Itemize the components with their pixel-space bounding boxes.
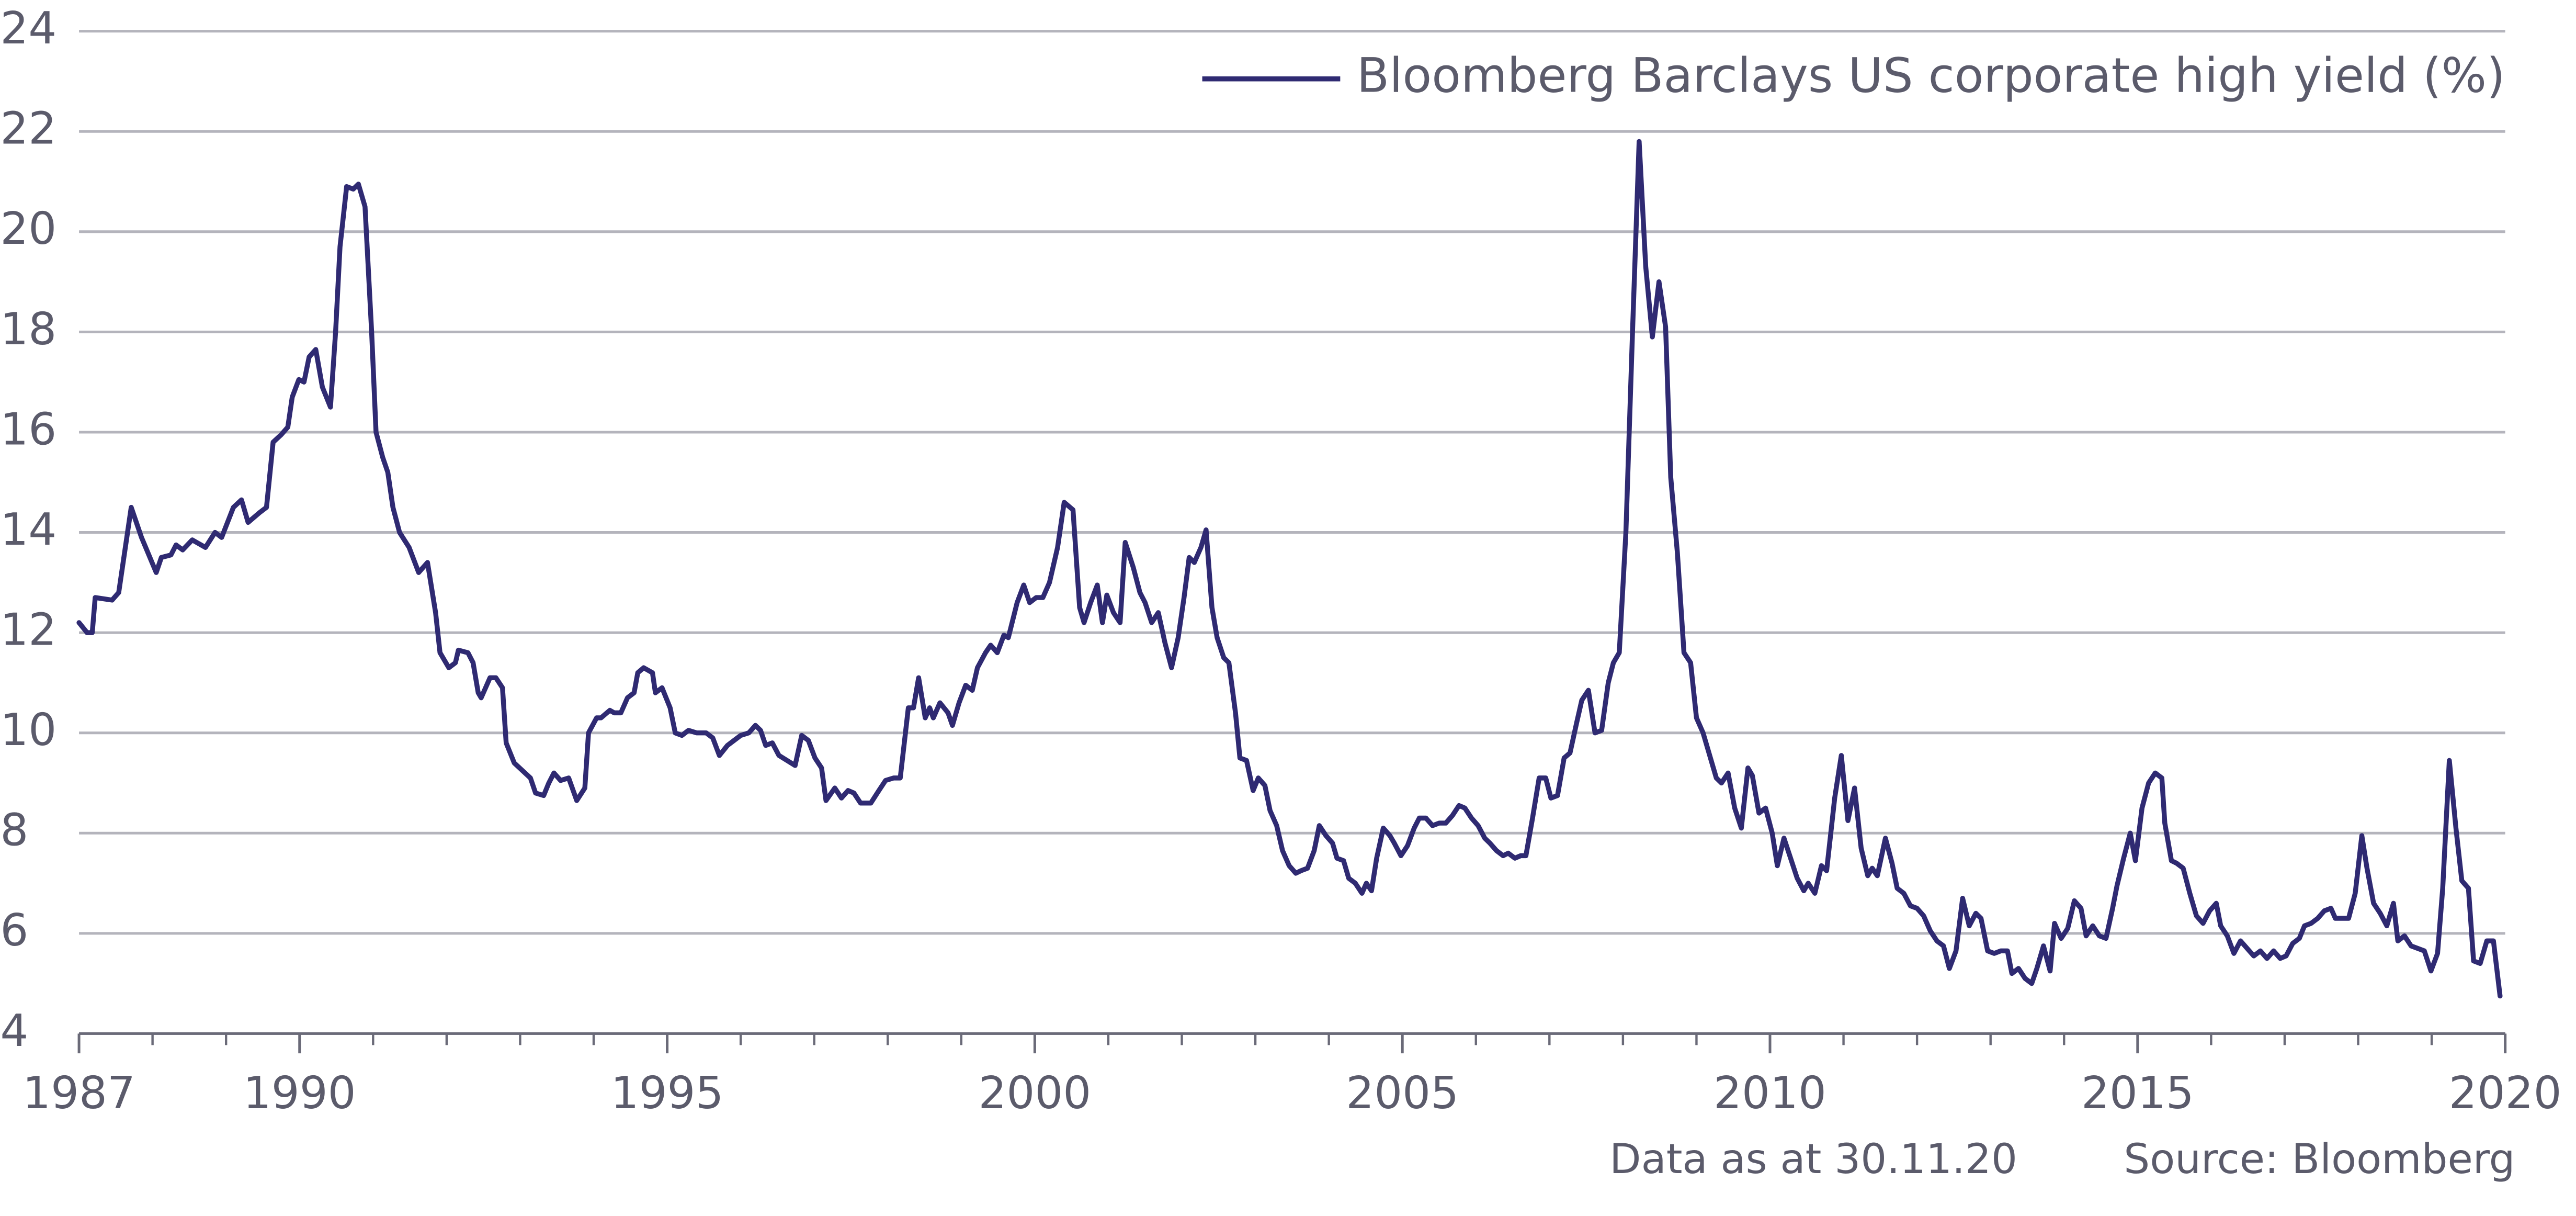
y-tick-label: 22 (0, 103, 56, 154)
legend-label: Bloomberg Barclays US corporate high yie… (1357, 48, 2505, 104)
series-line (76, 139, 2503, 999)
y-tick-label: 8 (0, 804, 28, 856)
y-tick-label: 24 (0, 2, 56, 54)
source: Source: Bloomberg (2124, 1135, 2515, 1183)
x-tick-label: 1987 (22, 1067, 135, 1119)
x-tick-label: 2010 (1713, 1067, 1826, 1119)
y-tick-label: 14 (0, 503, 56, 555)
y-tick-label: 10 (0, 704, 56, 756)
y-tick-label: 20 (0, 202, 56, 254)
y-tick-label: 16 (0, 403, 56, 455)
x-tick-label: 1990 (243, 1067, 356, 1119)
y-tick-label: 4 (0, 1005, 28, 1056)
x-tick-label: 2000 (978, 1067, 1091, 1119)
x-tick-label: 2015 (2081, 1067, 2194, 1119)
x-tick-label: 1995 (611, 1067, 724, 1119)
y-tick-label: 18 (0, 303, 56, 355)
y-tick-label: 6 (0, 904, 28, 956)
x-tick-label: 2005 (1346, 1067, 1459, 1119)
x-tick-label: 2020 (2449, 1067, 2562, 1119)
note: Data as at 30.11.20 (1609, 1135, 2017, 1183)
y-tick-label: 12 (0, 604, 56, 656)
